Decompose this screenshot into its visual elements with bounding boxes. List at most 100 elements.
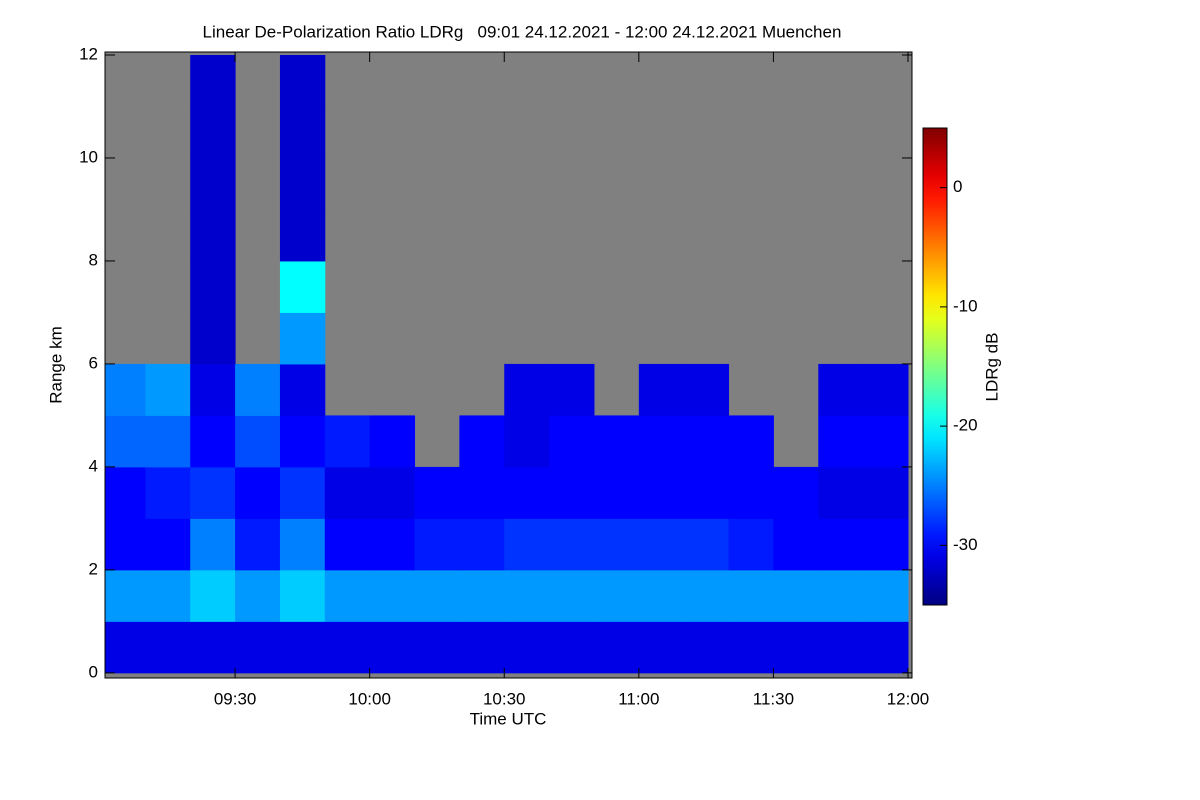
y-tick-label: 2	[89, 559, 98, 578]
heatmap-cell	[728, 518, 774, 571]
heatmap-cell	[504, 569, 550, 622]
heatmap-cell	[504, 363, 550, 416]
heatmap-cell	[504, 415, 550, 468]
heatmap-cell	[638, 518, 685, 571]
heatmap-cell	[863, 518, 909, 571]
heatmap-cell	[324, 518, 371, 571]
heatmap-cell	[773, 621, 819, 674]
heatmap-cell	[279, 55, 326, 107]
colorbar-tick-label: -10	[953, 296, 978, 315]
heatmap-cell	[369, 621, 416, 674]
heatmap-cell	[369, 415, 416, 468]
y-tick-label: 8	[89, 250, 98, 269]
x-tick-label: 10:00	[348, 689, 391, 708]
heatmap-cell	[459, 518, 505, 571]
heatmap-cell	[235, 466, 281, 519]
heatmap-cell	[549, 621, 595, 674]
heatmap-cell	[190, 260, 236, 313]
heatmap-cell	[145, 518, 191, 571]
chart-title: Linear De-Polarization Ratio LDRg 09:01 …	[203, 22, 842, 41]
x-tick-label: 11:30	[753, 689, 794, 708]
heatmap-cell	[728, 569, 774, 622]
heatmap-cell	[279, 260, 326, 313]
heatmap-cell	[279, 415, 326, 468]
y-axis-label: Range km	[46, 326, 65, 403]
colorbar-label: LDRg dB	[982, 333, 1001, 402]
heatmap-cell	[235, 518, 281, 571]
heatmap-cell	[504, 466, 550, 519]
heatmap-cell	[638, 621, 685, 674]
heatmap-cell	[818, 621, 864, 674]
heatmap-cell	[593, 466, 640, 519]
y-tick-label: 10	[79, 147, 98, 166]
plot-frame	[104, 51, 913, 679]
heatmap-cell	[414, 466, 460, 519]
heatmap-cell	[683, 518, 730, 571]
colorbar-tick-label: -30	[953, 535, 978, 554]
heatmap-cell	[593, 415, 640, 468]
heatmap-cell	[459, 621, 505, 674]
heatmap-cell	[863, 466, 909, 519]
heatmap-cell	[369, 518, 416, 571]
heatmap-cell	[549, 466, 595, 519]
heatmap-cell	[773, 518, 819, 571]
x-tick-label: 09:30	[214, 689, 257, 708]
heatmap-cell	[145, 569, 191, 622]
heatmap-cell	[105, 569, 146, 622]
heatmap-cell	[504, 518, 550, 571]
heatmap-cell	[324, 415, 371, 468]
heatmap-cell	[683, 621, 730, 674]
heatmap-cell	[683, 363, 730, 416]
heatmap-cell	[773, 569, 819, 622]
y-tick-label: 0	[89, 662, 98, 681]
heatmap-cell	[593, 518, 640, 571]
x-tick-label: 11:00	[618, 689, 659, 708]
heatmap-cell	[683, 466, 730, 519]
heatmap-cell	[369, 466, 416, 519]
heatmap-cell	[105, 621, 146, 674]
x-tick-label: 12:00	[887, 689, 930, 708]
colorbar-tick-label: -20	[953, 416, 978, 435]
heatmap-cell	[190, 209, 236, 262]
heatmap-cell	[549, 363, 595, 416]
heatmap-cell	[279, 569, 326, 622]
heatmap-cell	[593, 569, 640, 622]
colorbar	[922, 127, 948, 606]
heatmap-cell	[105, 518, 146, 571]
y-tick-label: 6	[89, 353, 98, 372]
heatmap-cell	[190, 415, 236, 468]
heatmap-cell	[324, 569, 371, 622]
heatmap-cell	[638, 363, 685, 416]
y-tick-label: 4	[89, 456, 98, 475]
heatmap-cell	[145, 621, 191, 674]
heatmap-cell	[279, 466, 326, 519]
colorbar-tick-label: 0	[953, 177, 962, 196]
heatmap	[105, 55, 909, 674]
heatmap-cell	[145, 415, 191, 468]
heatmap-cell	[863, 621, 909, 674]
heatmap-cell	[414, 569, 460, 622]
heatmap-cell	[818, 415, 864, 468]
heatmap-cell	[818, 466, 864, 519]
heatmap-cell	[414, 518, 460, 571]
heatmap-cell	[190, 466, 236, 519]
heatmap-cell	[324, 466, 371, 519]
heatmap-cell	[504, 621, 550, 674]
heatmap-cell	[683, 415, 730, 468]
heatmap-cell	[145, 363, 191, 416]
heatmap-cell	[235, 363, 281, 416]
heatmap-cell	[279, 209, 326, 262]
heatmap-cell	[279, 157, 326, 210]
heatmap-cell	[728, 466, 774, 519]
x-tick-label: 10:30	[483, 689, 526, 708]
heatmap-cell	[728, 415, 774, 468]
heatmap-cell	[190, 312, 236, 365]
heatmap-cell	[818, 363, 864, 416]
heatmap-cell	[863, 415, 909, 468]
heatmap-cell	[190, 157, 236, 210]
heatmap-cell	[235, 621, 281, 674]
heatmap-cell	[190, 106, 236, 159]
heatmap-cell	[638, 569, 685, 622]
heatmap-cell	[414, 621, 460, 674]
